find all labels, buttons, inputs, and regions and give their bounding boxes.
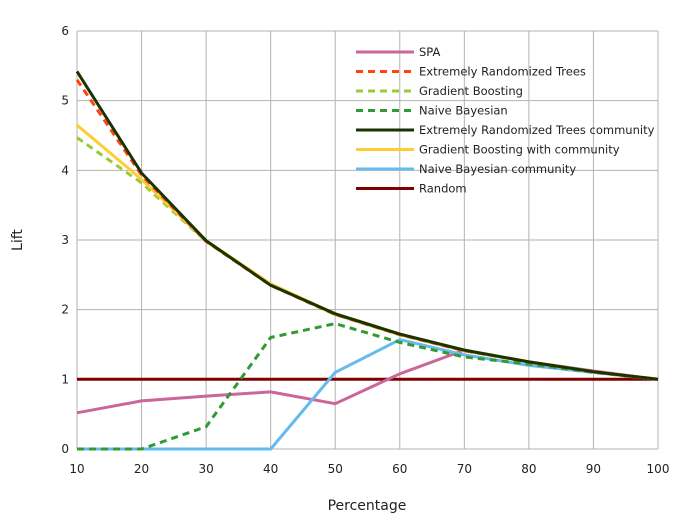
legend-entry: Extremely Randomized Trees community — [419, 123, 655, 137]
x-tick-label: 90 — [586, 462, 601, 476]
legend-entry: Naive Bayesian — [419, 104, 508, 118]
series-line-extremely-randomized-trees-community — [75, 70, 659, 381]
y-tick-label: 4 — [61, 163, 69, 177]
y-tick-label: 3 — [61, 233, 69, 247]
y-tick-label: 1 — [61, 372, 69, 386]
x-tick-label: 50 — [328, 462, 343, 476]
y-tick-label: 5 — [61, 94, 69, 108]
legend-entry: Gradient Boosting with community — [419, 143, 620, 157]
x-tick-label: 60 — [392, 462, 407, 476]
legend-entry: Extremely Randomized Trees — [419, 65, 586, 79]
y-axis-label: Lift — [10, 229, 26, 251]
series-line-spa — [76, 348, 659, 415]
x-axis-label: Percentage — [328, 498, 407, 513]
x-tick-label: 80 — [521, 462, 536, 476]
y-tick-label: 0 — [61, 442, 69, 456]
series-line-naive-bayesian-community — [77, 338, 659, 451]
x-tick-label: 100 — [647, 462, 670, 476]
series-layer — [75, 70, 659, 451]
legend-entry: Gradient Boosting — [419, 84, 523, 98]
x-tick-label: 70 — [457, 462, 472, 476]
x-tick-label: 10 — [69, 462, 84, 476]
series-line-naive-bayesian — [77, 322, 659, 451]
grid-lines — [76, 30, 659, 450]
y-tick-label: 6 — [61, 24, 69, 38]
legend-entry: Random — [419, 182, 467, 196]
x-tick-label: 30 — [198, 462, 213, 476]
legend: SPA Extremely Randomized Trees Gradient Bo… — [356, 45, 655, 196]
tick-labels: 10 20 30 40 50 60 70 80 90 100 0 1 2 3 4 5 6 — [61, 24, 669, 476]
x-tick-label: 20 — [134, 462, 149, 476]
legend-entry: Naive Bayesian community — [419, 162, 576, 176]
x-tick-label: 40 — [263, 462, 278, 476]
legend-entry: SPA — [419, 45, 440, 59]
y-tick-label: 2 — [61, 303, 69, 317]
